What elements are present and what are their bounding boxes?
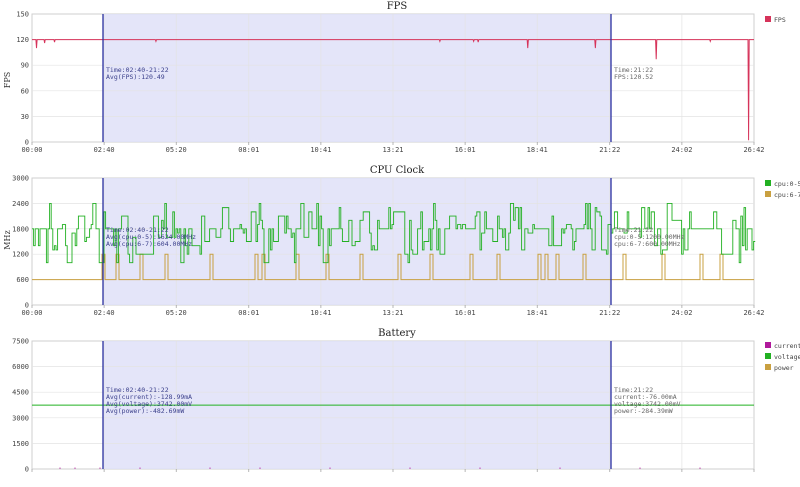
cpu-ann-left-time: Time:02:40-21:22 [106, 226, 169, 234]
cpu-chart: CPU Clock MHz 3000 2400 1800 1200 600 0 00:00… [3, 165, 800, 317]
battery-ann-right-power: power:-284.39mW [614, 407, 673, 415]
battery-ann-right-time: Time:21:22 [614, 386, 653, 394]
x-tick-label: 24:02 [671, 146, 692, 154]
x-tick-label: 16:01 [455, 309, 476, 317]
cpu-y-axis-label: MHz [3, 230, 12, 249]
x-tick-label: 21:22 [599, 309, 620, 317]
y-tick-label: 30 [21, 113, 29, 121]
legend-label-voltage[interactable]: voltage [774, 353, 800, 361]
x-tick-label: 05:20 [166, 146, 187, 154]
x-tick-label: 10:41 [310, 146, 331, 154]
cpu-ann-right-time: Time:21:22 [614, 226, 653, 234]
y-tick-label: 90 [21, 62, 29, 70]
x-tick-label: 18:41 [527, 146, 548, 154]
x-tick-label: 21:22 [599, 146, 620, 154]
legend-swatch-cpu-6-7 [765, 191, 771, 197]
legend-label-fps[interactable]: FPS [774, 16, 786, 24]
battery-chart: Battery 7500 6000 4500 3000 1500 0 Time:02:40… [12, 328, 800, 474]
battery-chart-title: Battery [378, 328, 416, 339]
cpu-ann-right-v0: cpu:0-5:1200.00MHz [614, 233, 685, 241]
y-tick-label: 0 [25, 466, 29, 474]
fps-ann-left-time: Time:02:40-21:22 [106, 66, 169, 74]
x-tick-label: 08:01 [238, 146, 259, 154]
x-tick-label: 24:02 [671, 309, 692, 317]
y-tick-label: 4500 [12, 389, 29, 397]
y-tick-label: 0 [25, 139, 29, 147]
y-tick-label: 2400 [12, 200, 29, 208]
x-tick-label: 05:20 [166, 309, 187, 317]
legend-label-power[interactable]: power [774, 364, 794, 372]
battery-ann-left-power: Avg(power):-482.69mW [106, 407, 184, 415]
x-tick-label: 10:41 [310, 309, 331, 317]
y-tick-label: 60 [21, 87, 29, 95]
legend-swatch-cpu-0-5 [765, 180, 771, 186]
fps-y-axis-label: FPS [3, 72, 12, 88]
cpu-ann-right-v1: cpu:6-7:600.00MHz [614, 240, 681, 248]
y-tick-label: 1800 [12, 225, 29, 233]
cpu-6-7-series-line [32, 253, 754, 281]
y-tick-label: 6000 [12, 363, 29, 371]
y-tick-label: 7500 [12, 338, 29, 346]
fps-series-line [32, 39, 754, 141]
legend-label-cpu-6-7[interactable]: cpu:6-7 [774, 191, 800, 199]
cpu-ann-left-avg1: Avg(cpu:6-7):604.00MHz [106, 240, 192, 248]
y-tick-label: 3000 [12, 414, 29, 422]
fps-chart-title: FPS [387, 1, 408, 12]
battery-ann-left-current: Avg(current):-128.99mA [106, 393, 192, 401]
y-tick-label: 1500 [12, 440, 29, 448]
legend-swatch-fps [765, 16, 771, 22]
battery-ann-right-voltage: voltage:3742.00mV [614, 400, 681, 408]
legend-label-current[interactable]: current [774, 342, 800, 350]
cpu-chart-title: CPU Clock [370, 165, 425, 176]
battery-ann-left-time: Time:02:40-21:22 [106, 386, 169, 394]
x-tick-label: 26:42 [743, 309, 764, 317]
y-tick-label: 1200 [12, 251, 29, 259]
y-tick-label: 0 [25, 302, 29, 310]
fps-selection-region[interactable] [103, 14, 611, 142]
fps-ann-right-time: Time:21:22 [614, 66, 653, 74]
x-tick-label: 26:42 [743, 146, 764, 154]
x-tick-label: 13:21 [382, 146, 403, 154]
cpu-0-5-series-line [32, 202, 756, 264]
x-tick-label: 00:00 [21, 146, 42, 154]
x-tick-label: 02:40 [94, 146, 115, 154]
cpu-ann-left-avg0: Avg(cpu:0-5):1624.00MHz [106, 233, 196, 241]
legend-label-cpu-0-5[interactable]: cpu:0-5 [774, 180, 800, 188]
x-tick-label: 18:41 [527, 309, 548, 317]
x-tick-label: 00:00 [21, 309, 42, 317]
fps-chart: FPS FPS 150 120 90 60 30 0 00:00 02:40 05:20 08:… [3, 1, 786, 154]
legend-swatch-power [765, 364, 771, 370]
battery-ann-right-current: current:-76.00mA [614, 393, 677, 401]
legend-swatch-voltage [765, 353, 771, 359]
x-tick-label: 13:21 [382, 309, 403, 317]
x-tick-label: 02:40 [94, 309, 115, 317]
y-tick-label: 600 [16, 276, 29, 284]
fps-ann-left-avg: Avg(FPS):120.49 [106, 73, 165, 81]
y-tick-label: 150 [16, 11, 29, 19]
fps-ann-right-value: FPS:120.52 [614, 73, 653, 81]
x-tick-label: 16:01 [455, 146, 476, 154]
x-tick-label: 08:01 [238, 309, 259, 317]
y-tick-label: 120 [16, 36, 29, 44]
legend-swatch-current [765, 342, 771, 348]
battery-ann-left-voltage: Avg(voltage):3742.00mV [106, 400, 192, 408]
y-tick-label: 3000 [12, 175, 29, 183]
